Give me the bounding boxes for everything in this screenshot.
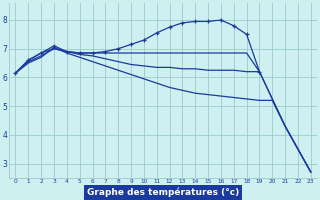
X-axis label: Graphe des températures (°c): Graphe des températures (°c) [87,188,239,197]
